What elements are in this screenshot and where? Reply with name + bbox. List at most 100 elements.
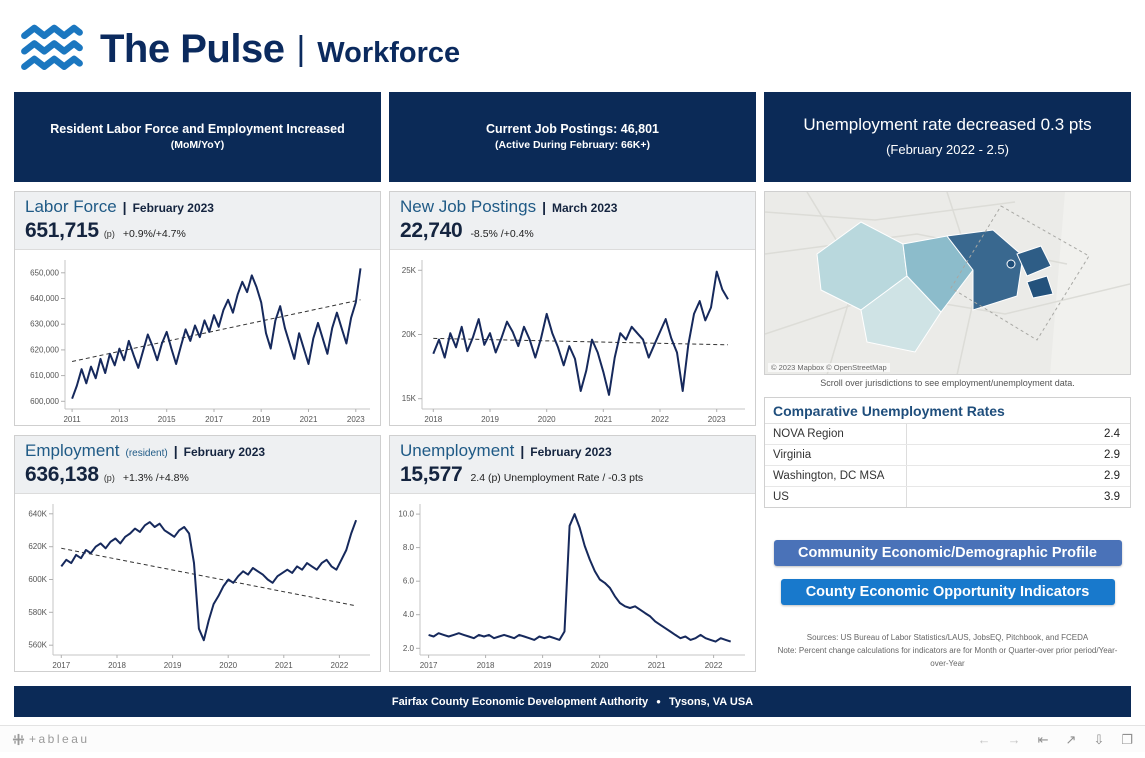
labor-force-change: +0.9%/+4.7%: [122, 228, 186, 240]
svg-text:560K: 560K: [28, 641, 47, 650]
svg-text:2021: 2021: [275, 661, 293, 670]
svg-text:650,000: 650,000: [30, 268, 59, 277]
svg-text:2023: 2023: [347, 415, 365, 424]
svg-text:2018: 2018: [424, 415, 442, 424]
job-postings-change: -8.5% /+0.4%: [470, 228, 534, 240]
unemployment-panel: Unemployment | February 2023 15,577 2.4 …: [389, 435, 756, 672]
row-label: US: [765, 487, 907, 507]
panel-period: February 2023: [183, 445, 266, 459]
map-region[interactable]: [1026, 275, 1054, 299]
svg-text:2020: 2020: [219, 661, 237, 670]
row-label: Washington, DC MSA: [765, 466, 907, 486]
map-hint-text: Scroll over jurisdictions to see employm…: [820, 378, 1075, 388]
map-region[interactable]: [1006, 259, 1016, 269]
labor-force-header: Labor Force | February 2023 651,715 (p) …: [15, 192, 380, 250]
svg-text:15K: 15K: [402, 394, 417, 403]
column-left: Resident Labor Force and Employment Incr…: [14, 92, 381, 672]
row-label: NOVA Region: [765, 424, 907, 444]
toolbar-actions: ← → ⇤ ↗ ⇩ ❐: [978, 733, 1133, 746]
svg-text:2.0: 2.0: [403, 644, 415, 653]
svg-text:610,000: 610,000: [30, 371, 59, 380]
row-value: 2.9: [1104, 470, 1120, 482]
preliminary-flag: (p): [103, 229, 115, 239]
map-region[interactable]: [1016, 245, 1052, 277]
county-indicators-button[interactable]: County Economic Opportunity Indicators: [780, 579, 1115, 605]
column-middle: Current Job Postings: 46,801 (Active Dur…: [389, 92, 756, 672]
svg-text:600K: 600K: [28, 575, 47, 584]
svg-text:2019: 2019: [481, 415, 499, 424]
jurisdiction-map[interactable]: © 2023 Mapbox © OpenStreetMap: [764, 191, 1131, 375]
preliminary-flag: (p): [103, 473, 115, 483]
title-separator: |: [296, 29, 306, 68]
unemployment-change: 2.4 (p) Unemployment Rate / -0.3 pts: [470, 472, 644, 484]
pipe-separator: |: [122, 199, 127, 215]
svg-text:25K: 25K: [402, 266, 417, 275]
svg-text:620K: 620K: [28, 542, 47, 551]
panel-title: New Job Postings: [400, 197, 537, 216]
employment-chart[interactable]: 560K 580K 600K 620K 640K 2017 2018 2019 2020 2021…: [15, 494, 380, 671]
map-canvas: [765, 192, 1130, 374]
map-attribution: © 2023 Mapbox © OpenStreetMap: [768, 363, 890, 372]
map-msa-boundary: [950, 205, 1090, 341]
panel-title-note: (resident): [125, 448, 168, 459]
svg-text:2022: 2022: [651, 415, 669, 424]
map-region[interactable]: [946, 229, 1024, 311]
panel-title: Employment: [25, 441, 120, 460]
svg-text:2018: 2018: [477, 661, 495, 670]
banner-job-postings: Current Job Postings: 46,801 (Active Dur…: [389, 92, 756, 182]
sources-note: Sources: US Bureau of Labor Statistics/L…: [806, 633, 1089, 642]
svg-text:640,000: 640,000: [30, 294, 59, 303]
pipe-separator: |: [542, 199, 546, 215]
method-note: Note: Percent change calculations for in…: [777, 645, 1118, 668]
unemployment-chart[interactable]: 2.0 4.0 6.0 8.0 10.0 2017 2018 2019 2020 2021 2022: [390, 494, 755, 671]
svg-text:8.0: 8.0: [403, 543, 415, 552]
redo-icon[interactable]: →: [1007, 731, 1021, 747]
reset-icon[interactable]: ⇤: [1037, 731, 1049, 747]
panel-period: March 2023: [552, 201, 618, 215]
map-region[interactable]: [902, 235, 974, 313]
map-region[interactable]: [860, 275, 942, 353]
svg-text:2017: 2017: [52, 661, 70, 670]
header: The Pulse | Workforce: [0, 0, 1145, 92]
banner-subline: (Active During February: 66K+): [495, 138, 650, 151]
panel-title: Unemployment: [400, 441, 515, 460]
table-row[interactable]: NOVA Region 2.4: [765, 424, 1130, 445]
undo-icon[interactable]: ←: [977, 731, 991, 747]
svg-text:2019: 2019: [252, 415, 270, 424]
banner-labor-force: Resident Labor Force and Employment Incr…: [14, 92, 381, 182]
table-row[interactable]: Washington, DC MSA 2.9: [765, 466, 1130, 487]
row-value: 2.9: [1104, 449, 1120, 461]
job-postings-chart[interactable]: 15K 20K 25K 2018 2019 2020 2021 2022 2023: [390, 250, 755, 425]
svg-text:2013: 2013: [111, 415, 129, 424]
community-profile-button[interactable]: Community Economic/Demographic Profile: [773, 540, 1122, 566]
svg-text:2023: 2023: [708, 415, 726, 424]
footnotes: Sources: US Bureau of Labor Statistics/L…: [764, 632, 1131, 670]
tableau-logo-text: +ableau: [29, 732, 90, 746]
footer-org: Fairfax County Economic Development Auth…: [391, 695, 649, 708]
fullscreen-icon[interactable]: ❐: [1121, 731, 1133, 747]
share-icon[interactable]: ↗: [1065, 731, 1077, 747]
job-postings-header: New Job Postings | March 2023 22,740 -8.…: [390, 192, 755, 250]
comparative-unemployment-panel: Comparative Unemployment Rates NOVA Regi…: [764, 397, 1131, 508]
svg-text:2018: 2018: [108, 661, 126, 670]
svg-text:2020: 2020: [538, 415, 556, 424]
table-row[interactable]: Virginia 2.9: [765, 445, 1130, 466]
banner-headline: Current Job Postings: 46,801: [486, 121, 659, 136]
labor-force-chart[interactable]: 600,000 610,000 620,000 630,000 640,000 650,0…: [15, 250, 380, 425]
map-regions: [816, 221, 1054, 353]
download-icon[interactable]: ⇩: [1093, 731, 1105, 747]
bullet-icon: ●: [656, 697, 661, 706]
job-postings-panel: New Job Postings | March 2023 22,740 -8.…: [389, 191, 756, 426]
banner-subline: (February 2022 - 2.5): [886, 142, 1009, 158]
table-row[interactable]: US 3.9: [765, 487, 1130, 507]
unemployment-value: 15,577: [400, 463, 463, 486]
svg-text:4.0: 4.0: [403, 610, 415, 619]
tableau-logo[interactable]: +ableau: [12, 732, 90, 746]
labor-force-value: 651,715: [25, 219, 99, 242]
job-postings-value: 22,740: [400, 219, 463, 242]
panel-title: Labor Force: [25, 197, 117, 216]
banner-headline: Unemployment rate decreased 0.3 pts: [803, 115, 1092, 135]
svg-text:10.0: 10.0: [398, 510, 414, 519]
employment-change: +1.3% /+4.8%: [122, 472, 189, 484]
